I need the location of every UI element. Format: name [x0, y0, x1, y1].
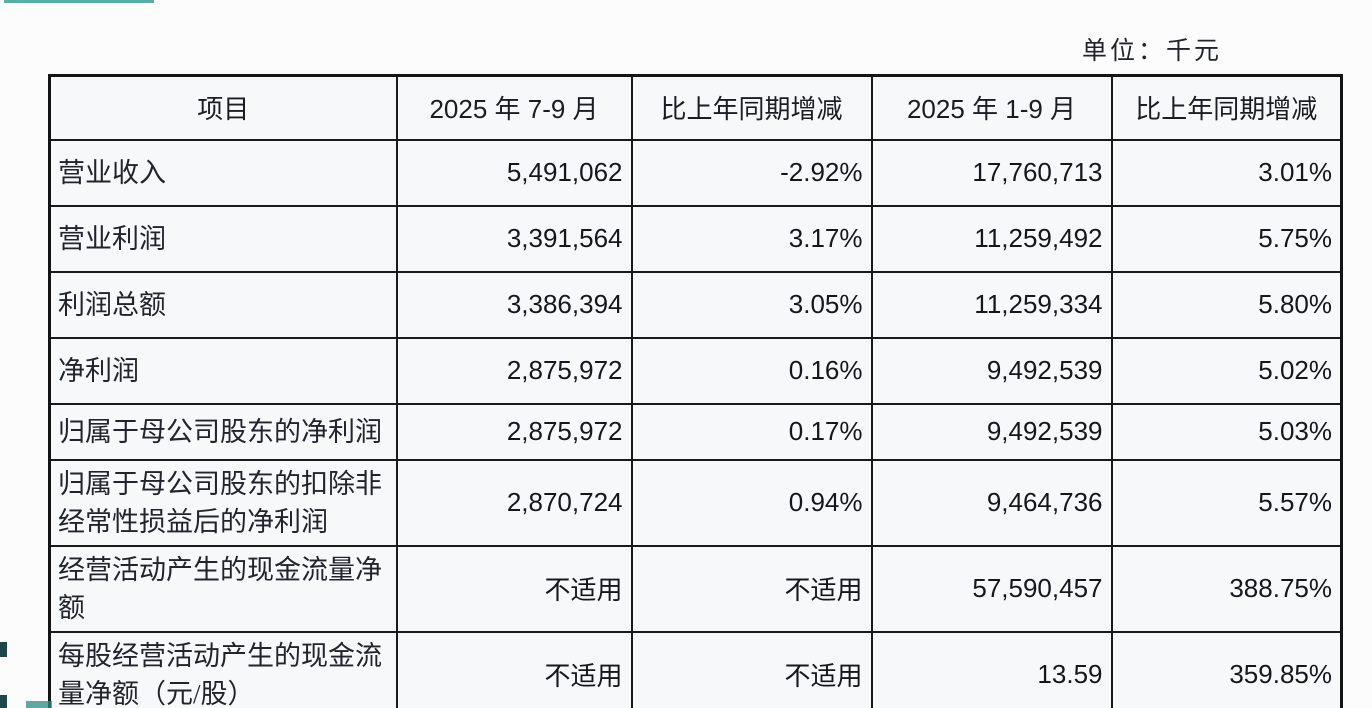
ytd-value-cell: 9,492,539 — [870, 336, 1113, 405]
row-label: 每股经营活动产生的现金流量净额（元/股） — [48, 630, 398, 708]
q3-change-cell: 3.05% — [630, 270, 873, 339]
col-header-q3-period: 2025 年 7-9 月 — [395, 74, 633, 141]
table-row-operating-cash-flow: 经营活动产生的现金流量净额 不适用 不适用 57,590,457 388.75% — [48, 544, 1343, 633]
q3-value-cell: 3,386,394 — [395, 270, 633, 339]
ytd-value-cell: 11,259,492 — [870, 204, 1113, 273]
q3-value-cell: 3,391,564 — [395, 204, 633, 273]
q3-change-cell: 不适用 — [630, 630, 873, 708]
ytd-change-cell: 5.75% — [1110, 204, 1343, 273]
ytd-change-cell: 359.85% — [1110, 630, 1343, 708]
ytd-value-cell: 9,492,539 — [870, 402, 1113, 461]
scan-artifact-bottom — [26, 701, 52, 708]
unit-label: 单位：千元 — [1082, 38, 1223, 65]
col-header-ytd-period: 2025 年 1-9 月 — [870, 74, 1113, 141]
row-label: 经营活动产生的现金流量净额 — [48, 544, 398, 633]
table-row-operating-revenue: 营业收入 5,491,062 -2.92% 17,760,713 3.01% — [48, 138, 1343, 207]
row-label: 营业利润 — [48, 204, 398, 273]
table-row-net-profit-attributable: 归属于母公司股东的净利润 2,875,972 0.17% 9,492,539 5… — [48, 402, 1343, 461]
q3-change-cell: 3.17% — [630, 204, 873, 273]
table-row-net-profit-excl-nonrecurring: 归属于母公司股东的扣除非经常性损益后的净利润 2,870,724 0.94% 9… — [48, 458, 1343, 547]
q3-value-cell: 2,875,972 — [395, 402, 633, 461]
scan-artifact-top — [4, 0, 154, 3]
table-row-operating-profit: 营业利润 3,391,564 3.17% 11,259,492 5.75% — [48, 204, 1343, 273]
q3-value-cell: 2,870,724 — [395, 458, 633, 547]
ytd-change-cell: 5.57% — [1110, 458, 1343, 547]
ytd-change-cell: 5.02% — [1110, 336, 1343, 405]
col-header-item: 项目 — [48, 74, 398, 141]
ytd-value-cell: 11,259,334 — [870, 270, 1113, 339]
col-header-ytd-yoy-change: 比上年同期增减 — [1110, 74, 1343, 141]
q3-value-cell: 5,491,062 — [395, 138, 633, 207]
q3-change-cell: 不适用 — [630, 544, 873, 633]
row-label: 营业收入 — [48, 138, 398, 207]
table-header-row: 项目 2025 年 7-9 月 比上年同期增减 2025 年 1-9 月 比上年… — [48, 74, 1343, 141]
ytd-value-cell: 17,760,713 — [870, 138, 1113, 207]
ytd-change-cell: 3.01% — [1110, 138, 1343, 207]
scan-artifact-left-lower — [0, 695, 7, 708]
financial-summary-table: 项目 2025 年 7-9 月 比上年同期增减 2025 年 1-9 月 比上年… — [48, 74, 1343, 708]
table-row-operating-cash-flow-per-share: 每股经营活动产生的现金流量净额（元/股） 不适用 不适用 13.59 359.8… — [48, 630, 1343, 708]
q3-change-cell: 0.17% — [630, 402, 873, 461]
ytd-value-cell: 13.59 — [870, 630, 1113, 708]
row-label: 利润总额 — [48, 270, 398, 339]
ytd-value-cell: 57,590,457 — [870, 544, 1113, 633]
q3-change-cell: -2.92% — [630, 138, 873, 207]
q3-change-cell: 0.16% — [630, 336, 873, 405]
table-row-total-profit: 利润总额 3,386,394 3.05% 11,259,334 5.80% — [48, 270, 1343, 339]
ytd-change-cell: 5.80% — [1110, 270, 1343, 339]
q3-value-cell: 2,875,972 — [395, 336, 633, 405]
ytd-change-cell: 388.75% — [1110, 544, 1343, 633]
row-label: 净利润 — [48, 336, 398, 405]
col-header-q3-yoy-change: 比上年同期增减 — [630, 74, 873, 141]
q3-value-cell: 不适用 — [395, 630, 633, 708]
ytd-change-cell: 5.03% — [1110, 402, 1343, 461]
q3-change-cell: 0.94% — [630, 458, 873, 547]
row-label: 归属于母公司股东的扣除非经常性损益后的净利润 — [48, 458, 398, 547]
table-row-net-profit: 净利润 2,875,972 0.16% 9,492,539 5.02% — [48, 336, 1343, 405]
row-label: 归属于母公司股东的净利润 — [48, 402, 398, 461]
ytd-value-cell: 9,464,736 — [870, 458, 1113, 547]
scan-artifact-left-upper — [0, 642, 7, 657]
q3-value-cell: 不适用 — [395, 544, 633, 633]
